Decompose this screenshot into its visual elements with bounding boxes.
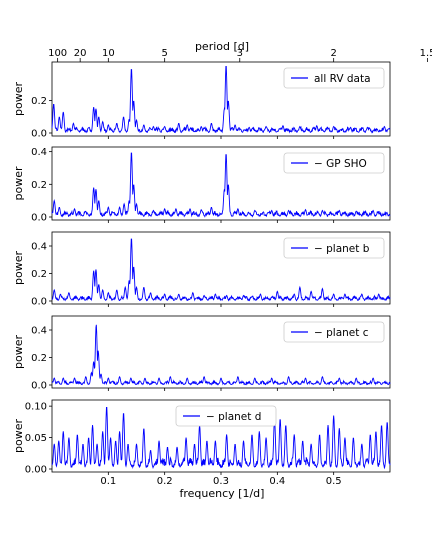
- legend-label: − planet c: [314, 327, 369, 339]
- legend-label: − planet d: [206, 411, 261, 423]
- top-axis-label: period [d]: [195, 40, 249, 53]
- y-axis-label: power: [12, 335, 25, 369]
- legend: − planet b: [283, 237, 385, 259]
- legend-label: − planet b: [314, 243, 370, 255]
- legend-label: − GP SHO: [314, 158, 367, 170]
- spectrum-line: [51, 238, 391, 302]
- y-tick-label: 0.2: [31, 96, 47, 107]
- legend-label: all RV data: [314, 73, 371, 85]
- x-tick-label: 0.4: [269, 476, 285, 487]
- y-tick-label: 0.05: [25, 433, 47, 444]
- top-tick-label: 2: [330, 48, 336, 59]
- periodogram-panels: 0.0 0.2 power all RV data 0.0 0.2 0.4 power − GP…: [12, 61, 391, 476]
- top-period-axis: 100 20 10 5 3 2 1.5: [48, 48, 432, 62]
- panel-1: 0.0 0.2 power all RV data: [12, 61, 391, 140]
- legend-box: [175, 405, 277, 427]
- legend-box: [283, 321, 385, 343]
- top-tick-label: 20: [74, 48, 87, 59]
- top-tick-label: 3: [237, 48, 243, 59]
- top-tick-label: 5: [161, 48, 167, 59]
- y-tick-label: 0.2: [31, 353, 47, 364]
- legend-box: [283, 67, 385, 89]
- legend: all RV data: [283, 67, 385, 89]
- y-tick-label: 0.0: [31, 297, 47, 308]
- y-tick-label: 0.0: [31, 213, 47, 224]
- y-axis-label: power: [12, 166, 25, 200]
- legend: − planet d: [175, 405, 277, 427]
- y-tick-label: 0.4: [31, 326, 47, 337]
- legend: − planet c: [283, 321, 385, 343]
- spectrum-line: [51, 66, 391, 134]
- y-tick-label: 0.0: [31, 129, 47, 140]
- y-tick-label: 0.10: [25, 402, 47, 413]
- y-axis-label: power: [12, 419, 25, 453]
- x-tick-label: 0.1: [100, 476, 116, 487]
- top-tick-label: 10: [102, 48, 115, 59]
- y-tick-label: 0.2: [31, 180, 47, 191]
- y-tick-label: 0.2: [31, 269, 47, 280]
- panel-2: 0.0 0.2 0.4 power − GP SHO: [12, 146, 391, 224]
- y-axis-label: power: [12, 251, 25, 285]
- spectrum-line: [51, 407, 391, 470]
- y-axis-label: power: [12, 82, 25, 116]
- legend-box: [283, 237, 385, 259]
- bottom-axis-label: frequency [1/d]: [180, 487, 265, 500]
- x-tick-label: 0.5: [326, 476, 342, 487]
- y-tick-label: 0.4: [31, 242, 47, 253]
- legend-box: [283, 152, 385, 174]
- spectrum-line: [51, 152, 391, 218]
- x-tick-label: 0.3: [213, 476, 229, 487]
- frequency-axis: 0.1 0.2 0.3 0.4 0.5: [100, 476, 341, 487]
- x-tick-label: 0.2: [157, 476, 173, 487]
- panel-3: 0.0 0.2 0.4 power − planet b: [12, 231, 391, 308]
- y-tick-label: 0.0: [31, 381, 47, 392]
- y-tick-label: 0.4: [31, 147, 47, 158]
- top-tick-label: 1.5: [420, 48, 432, 59]
- top-tick-label: 100: [48, 48, 67, 59]
- y-tick-label: 0.00: [25, 465, 47, 476]
- legend: − GP SHO: [283, 152, 385, 174]
- panel-4: 0.0 0.2 0.4 power − planet c: [12, 315, 391, 392]
- spectrum-line: [51, 324, 391, 386]
